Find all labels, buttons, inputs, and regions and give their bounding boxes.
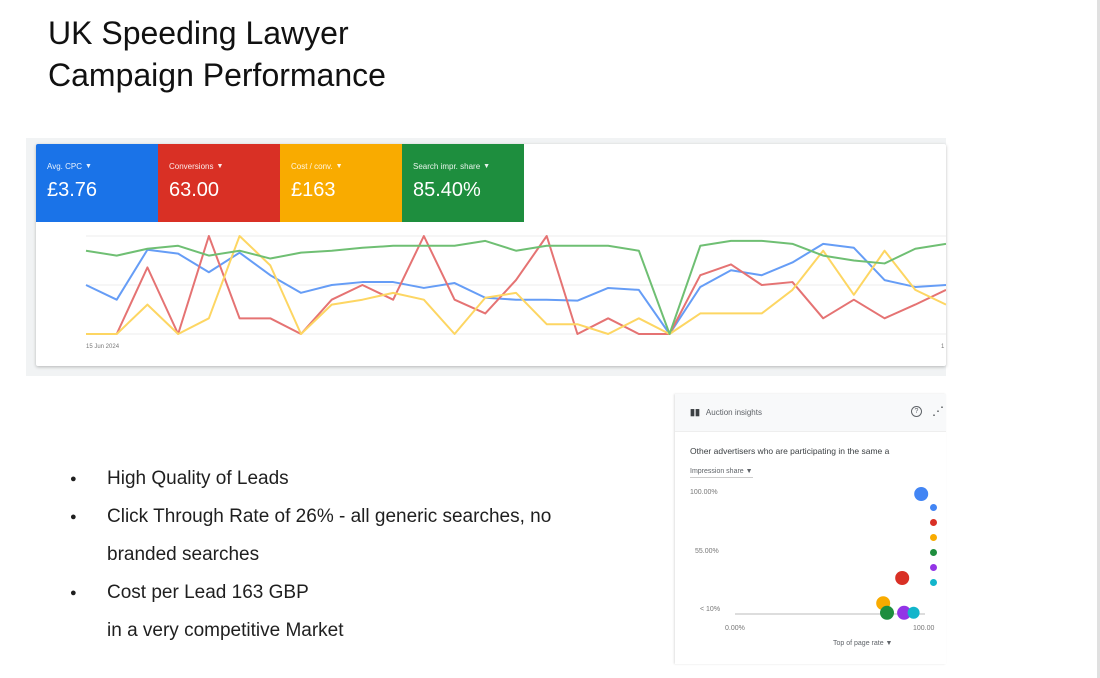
caret-down-icon: ▼ xyxy=(216,163,224,170)
x-tick-end: 1 xyxy=(941,344,945,350)
bullet-continuation: in a very competitive Market xyxy=(107,620,344,641)
caret-down-icon: ▼ xyxy=(84,163,92,170)
legend-dot-2 xyxy=(930,519,937,526)
bullet-item: Cost per Lead 163 GBP in a very competiti… xyxy=(70,574,630,650)
caret-down-icon: ▼ xyxy=(745,468,753,475)
x-axis-title-text: Top of page rate xyxy=(833,640,884,647)
series-line-search-impr-share xyxy=(85,239,946,335)
performance-line-chart xyxy=(85,235,946,335)
x-tick-start: 15 Jun 2024 xyxy=(86,344,120,350)
tile-avg-cpc[interactable]: Avg. CPC ▼ £3.76 xyxy=(36,144,158,222)
highlights-list: High Quality of Leads Click Through Rate… xyxy=(70,460,630,650)
competitor-point-1[interactable] xyxy=(914,487,929,501)
auction-insights-panel: ▮▮ Auction insights ? ⋰ Other advertiser… xyxy=(675,394,946,664)
metric-label: Impression share xyxy=(690,468,744,475)
bullet-text: High Quality of Leads xyxy=(107,468,289,489)
legend-dot-4 xyxy=(930,549,937,556)
competitor-point-5[interactable] xyxy=(897,605,912,620)
x-axis-title[interactable]: Top of page rate ▼ xyxy=(833,640,892,647)
caret-down-icon: ▼ xyxy=(885,640,893,647)
title-line-1: UK Speeding Lawyer xyxy=(48,15,349,51)
series-line-cost-conv- xyxy=(86,235,946,335)
tile-value: 63.00 xyxy=(169,179,220,201)
bar-chart-icon: ▮▮ xyxy=(690,407,700,417)
y-label-top: 100.00% xyxy=(690,489,718,496)
metric-dropdown[interactable]: Impression share ▼ xyxy=(690,468,753,478)
bullet-text: Cost per Lead 163 GBP xyxy=(107,582,309,603)
legend-dot-6 xyxy=(930,579,937,586)
legend-dot-3 xyxy=(930,534,937,541)
series-line-conversions xyxy=(86,235,946,335)
auction-title: Auction insights xyxy=(705,408,762,417)
caret-down-icon: ▼ xyxy=(483,163,491,170)
bullet-item: Click Through Rate of 26% - all generic … xyxy=(70,498,630,574)
dashboard-card: Avg. CPC ▼ £3.76 Conversions ▼ 63.00 Cost … xyxy=(36,144,946,366)
bullet-text: Click Through Rate of 26% - all generic … xyxy=(107,506,552,527)
tile-value: £163 xyxy=(291,179,336,201)
title-line-2: Campaign Performance xyxy=(48,57,386,93)
tile-label: Cost / conv. xyxy=(291,162,333,171)
auction-subtitle: Other advertisers who are participating … xyxy=(690,446,890,456)
x-label-start: 0.00% xyxy=(725,625,745,632)
auction-legend xyxy=(930,504,937,594)
performance-dashboard: Avg. CPC ▼ £3.76 Conversions ▼ 63.00 Cost … xyxy=(26,138,946,376)
bullet-continuation: branded searches xyxy=(107,544,260,565)
y-label-bottom: < 10% xyxy=(700,606,721,613)
tile-search-impr-share[interactable]: Search impr. share ▼ 85.40% xyxy=(402,144,524,222)
tile-label: Avg. CPC xyxy=(47,162,82,171)
slide-edge xyxy=(1097,0,1100,678)
competitor-point-6[interactable] xyxy=(907,606,920,619)
page-title: UK Speeding Lawyer Campaign Performance xyxy=(48,12,386,96)
tile-value: 85.40% xyxy=(413,179,481,201)
tile-cost-per-conv[interactable]: Cost / conv. ▼ £163 xyxy=(280,144,402,222)
help-icon[interactable]: ? xyxy=(911,406,922,417)
legend-dot-5 xyxy=(930,564,937,571)
auction-header: ▮▮ Auction insights xyxy=(675,394,946,432)
caret-down-icon: ▼ xyxy=(335,163,343,170)
y-label-mid: 55.00% xyxy=(695,548,719,555)
x-label-end: 100.00 xyxy=(913,625,935,632)
legend-dot-1 xyxy=(930,504,937,511)
auction-scatter-chart xyxy=(735,487,929,620)
tile-label: Search impr. share xyxy=(413,162,481,171)
tile-value: £3.76 xyxy=(47,179,98,201)
competitor-point-2[interactable] xyxy=(895,571,910,585)
tile-label: Conversions xyxy=(169,162,214,171)
series-line-avg-cpc xyxy=(85,242,946,335)
share-icon[interactable]: ⋰ xyxy=(932,404,944,418)
tile-conversions[interactable]: Conversions ▼ 63.00 xyxy=(158,144,280,222)
competitor-point-4[interactable] xyxy=(880,605,894,620)
bullet-item: High Quality of Leads xyxy=(70,460,630,498)
